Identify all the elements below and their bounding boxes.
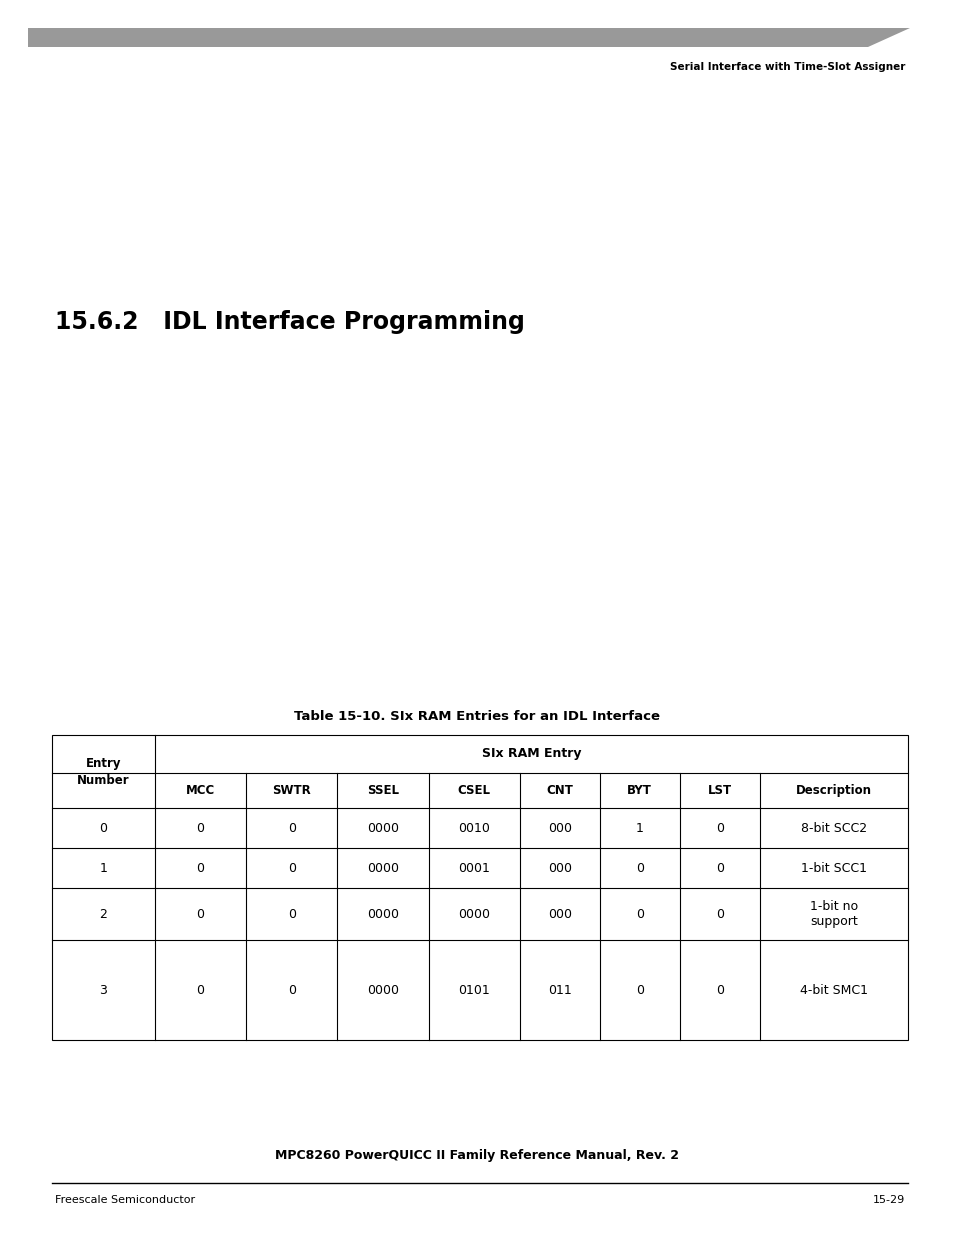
Text: Description: Description — [795, 784, 871, 797]
Text: 000: 000 — [547, 821, 571, 835]
Text: CSEL: CSEL — [457, 784, 490, 797]
Text: 0: 0 — [635, 983, 643, 997]
Text: 0: 0 — [99, 821, 108, 835]
Text: 011: 011 — [547, 983, 571, 997]
Text: 0: 0 — [635, 862, 643, 874]
Bar — [52, 735, 907, 1040]
Text: 0: 0 — [288, 983, 295, 997]
Text: 8-bit SCC2: 8-bit SCC2 — [800, 821, 866, 835]
Text: 0101: 0101 — [458, 983, 490, 997]
Polygon shape — [28, 28, 909, 47]
Text: 0: 0 — [635, 908, 643, 920]
Text: 3: 3 — [99, 983, 107, 997]
Text: 15-29: 15-29 — [872, 1195, 904, 1205]
Text: MCC: MCC — [186, 784, 214, 797]
Text: 0000: 0000 — [367, 821, 398, 835]
Text: 1-bit SCC1: 1-bit SCC1 — [800, 862, 866, 874]
Text: 0000: 0000 — [367, 862, 398, 874]
Text: 0: 0 — [288, 821, 295, 835]
Text: 4-bit SMC1: 4-bit SMC1 — [799, 983, 867, 997]
Text: 2: 2 — [99, 908, 107, 920]
Text: 0: 0 — [715, 821, 723, 835]
Text: 0: 0 — [288, 908, 295, 920]
Text: 0: 0 — [288, 862, 295, 874]
Text: LST: LST — [707, 784, 731, 797]
Text: 1-bit no
support: 1-bit no support — [809, 899, 857, 929]
Text: Entry
Number: Entry Number — [77, 757, 130, 787]
Text: 000: 000 — [547, 908, 571, 920]
Text: SIx RAM Entry: SIx RAM Entry — [481, 747, 580, 761]
Text: 0010: 0010 — [457, 821, 490, 835]
Text: CNT: CNT — [546, 784, 573, 797]
Text: 0: 0 — [715, 862, 723, 874]
Text: 1: 1 — [99, 862, 107, 874]
Text: 0000: 0000 — [457, 908, 490, 920]
Text: SWTR: SWTR — [272, 784, 311, 797]
Text: Serial Interface with Time-Slot Assigner: Serial Interface with Time-Slot Assigner — [669, 62, 904, 72]
Text: 0: 0 — [715, 908, 723, 920]
Text: SSEL: SSEL — [367, 784, 398, 797]
Text: Freescale Semiconductor: Freescale Semiconductor — [55, 1195, 195, 1205]
Text: 000: 000 — [547, 862, 571, 874]
Text: 0: 0 — [196, 821, 204, 835]
Text: 15.6.2   IDL Interface Programming: 15.6.2 IDL Interface Programming — [55, 310, 524, 333]
Text: BYT: BYT — [627, 784, 652, 797]
Text: 1: 1 — [636, 821, 643, 835]
Text: 0: 0 — [196, 908, 204, 920]
Text: MPC8260 PowerQUICC II Family Reference Manual, Rev. 2: MPC8260 PowerQUICC II Family Reference M… — [274, 1149, 679, 1161]
Text: 0: 0 — [715, 983, 723, 997]
Text: Table 15-10. SIx RAM Entries for an IDL Interface: Table 15-10. SIx RAM Entries for an IDL … — [294, 710, 659, 722]
Text: 0: 0 — [196, 862, 204, 874]
Text: 0000: 0000 — [367, 908, 398, 920]
Text: 0000: 0000 — [367, 983, 398, 997]
Text: 0: 0 — [196, 983, 204, 997]
Text: 0001: 0001 — [457, 862, 490, 874]
